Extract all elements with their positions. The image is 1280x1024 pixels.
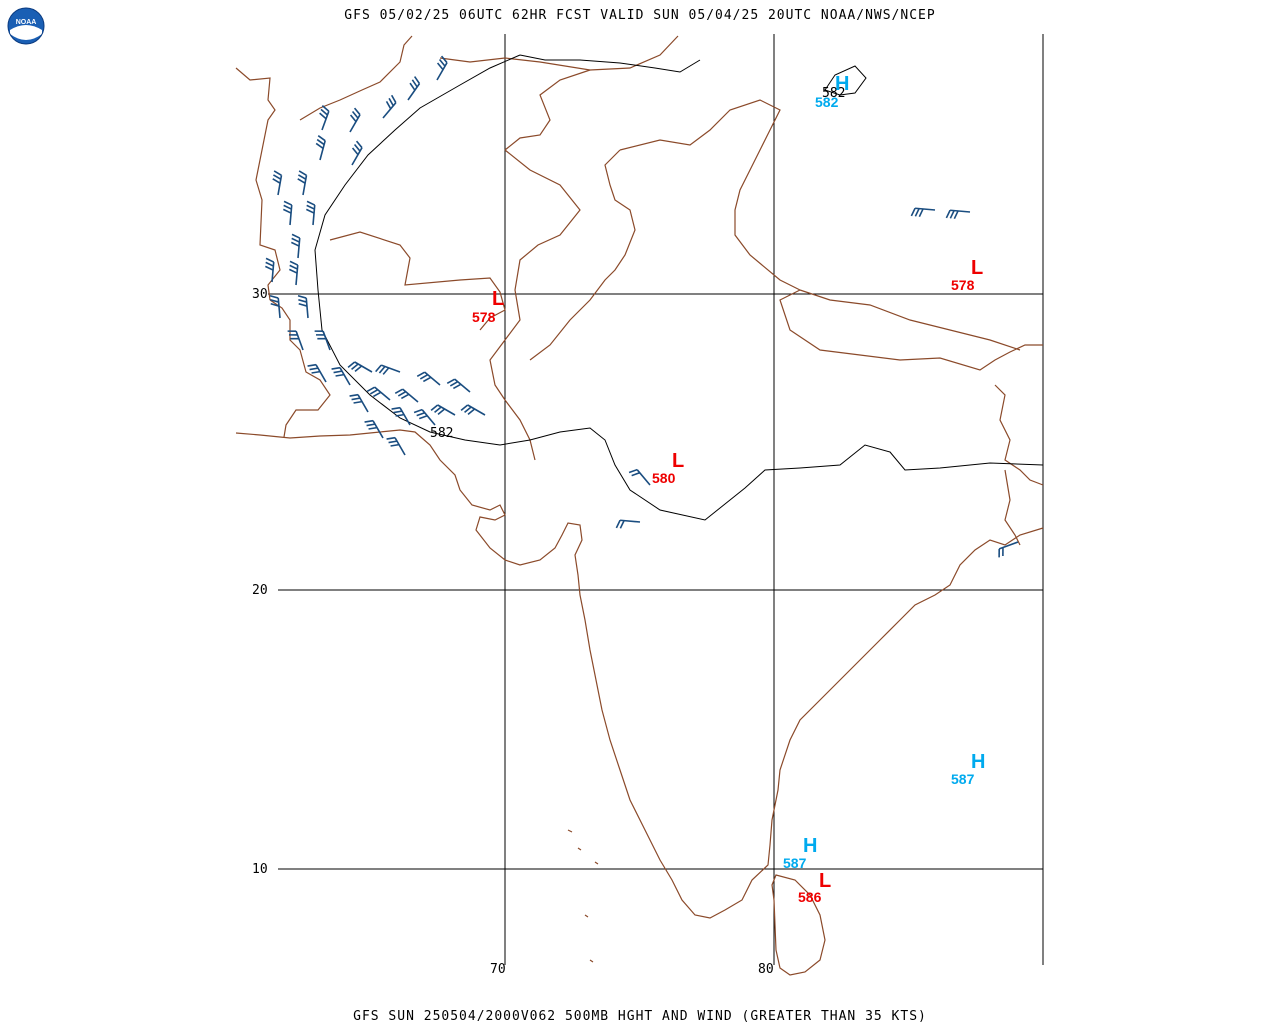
wind-barb	[272, 170, 283, 196]
wind-barb	[430, 404, 456, 416]
wind-barb	[382, 94, 397, 119]
wind-barb	[314, 330, 331, 351]
high-center-letter: H	[835, 73, 849, 95]
pressure-centers: H 582 L 578 L 578 L 580 H 587 H 587 L 58…	[472, 73, 985, 905]
political-borders	[235, 35, 1044, 976]
wind-barb	[287, 330, 304, 351]
axis-labels: 30 20 10 70 80	[252, 287, 774, 977]
high-center-letter: H	[971, 751, 985, 773]
wind-barb	[331, 366, 351, 386]
contour-label: 582	[430, 426, 453, 441]
wind-barbs	[264, 55, 1019, 558]
lon-label-80: 80	[758, 962, 774, 977]
wind-barb	[297, 295, 309, 319]
wind-barb	[305, 200, 316, 226]
high-center-value: 582	[815, 94, 839, 110]
wind-barb	[394, 388, 419, 403]
low-center-letter: L	[492, 288, 504, 310]
wind-barb	[364, 419, 384, 439]
wind-barb	[413, 408, 436, 426]
wind-barb	[460, 404, 486, 416]
wind-barb	[349, 393, 369, 413]
wind-barb	[945, 209, 971, 220]
contour-582-high	[824, 65, 867, 96]
wind-barb	[319, 105, 330, 131]
wind-barb	[416, 371, 441, 386]
wind-barb	[998, 541, 1019, 558]
lon-label-70: 70	[490, 962, 506, 977]
lat-label-30: 30	[252, 287, 268, 302]
wind-barb	[446, 378, 471, 393]
wind-barb	[615, 519, 641, 529]
wind-barb	[269, 295, 281, 319]
wind-barb	[628, 468, 651, 486]
wind-barb	[366, 386, 391, 401]
lat-label-10: 10	[252, 862, 268, 877]
wind-barb	[264, 257, 275, 283]
graticule	[268, 34, 1044, 965]
map-title: GFS 05/02/25 06UTC 62HR FCST VALID SUN 0…	[344, 8, 936, 23]
low-center-value: 586	[798, 889, 822, 905]
high-center-letter: H	[803, 835, 817, 857]
wind-barb	[391, 406, 411, 426]
wind-barb	[288, 260, 299, 286]
wind-barb	[351, 140, 363, 166]
low-center-letter: L	[819, 870, 831, 892]
wind-barb	[407, 76, 421, 101]
wind-barb	[307, 363, 327, 383]
contour-582-main	[314, 54, 1044, 521]
noaa-logo-text: NOAA	[16, 19, 37, 26]
high-center-value: 587	[783, 855, 807, 871]
low-center-value: 578	[472, 309, 496, 325]
wind-barb	[349, 107, 361, 133]
low-center-letter: L	[971, 257, 983, 279]
wind-barb	[290, 233, 301, 259]
high-center-value: 587	[951, 771, 975, 787]
wind-barb	[910, 207, 936, 218]
wind-barb	[282, 200, 293, 226]
wind-barb	[315, 135, 326, 161]
wind-barb	[375, 364, 401, 375]
wind-barb	[347, 361, 373, 373]
wind-barb	[297, 170, 308, 196]
wind-barb	[386, 436, 406, 456]
contour-label: 582	[822, 86, 845, 101]
low-center-letter: L	[672, 450, 684, 472]
low-center-value: 578	[951, 277, 975, 293]
low-center-value: 580	[652, 470, 676, 486]
map-subtitle: GFS SUN 250504/2000V062 500MB HGHT AND W…	[353, 1009, 927, 1024]
height-contours	[314, 54, 1044, 521]
lat-label-20: 20	[252, 583, 268, 598]
contour-labels: 582 582	[430, 86, 845, 441]
noaa-logo: NOAA	[6, 6, 46, 46]
wind-barb	[436, 55, 448, 81]
